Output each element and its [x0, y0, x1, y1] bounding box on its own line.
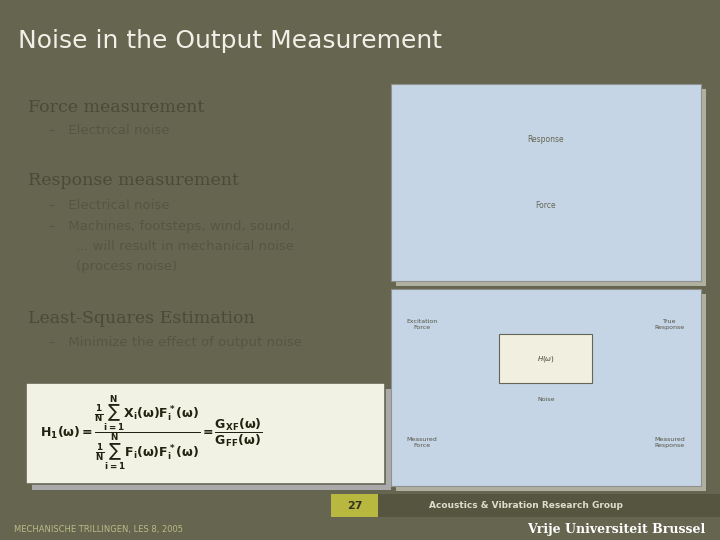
- Text: (process noise): (process noise): [76, 260, 177, 273]
- Text: –   Electrical noise: – Electrical noise: [49, 199, 170, 212]
- Bar: [331, 494, 720, 517]
- Text: Vrije Universiteit Brussel: Vrije Universiteit Brussel: [527, 523, 706, 536]
- Bar: [331, 494, 378, 517]
- Bar: [26, 383, 385, 484]
- Text: Force: Force: [536, 201, 556, 211]
- Text: –   Minimize the effect of output noise: – Minimize the effect of output noise: [49, 336, 302, 349]
- Text: 27: 27: [347, 501, 363, 511]
- Text: $H(\omega)$: $H(\omega)$: [536, 354, 554, 364]
- Text: –   Electrical noise: – Electrical noise: [49, 124, 170, 137]
- Bar: [395, 294, 706, 491]
- Text: Least-Squares Estimation: Least-Squares Estimation: [28, 310, 255, 327]
- Text: Force measurement: Force measurement: [28, 99, 204, 116]
- Text: Noise in the Output Measurement: Noise in the Output Measurement: [18, 29, 442, 53]
- Bar: [391, 84, 701, 281]
- Text: $\mathbf{H_1(\omega) = \dfrac{\frac{1}{N}\sum_{i=1}^{N} X_i(\omega)F_i^*(\omega): $\mathbf{H_1(\omega) = \dfrac{\frac{1}{N…: [40, 394, 263, 473]
- Text: True
Response: True Response: [654, 319, 685, 330]
- Bar: [499, 334, 593, 383]
- Text: Measured
Response: Measured Response: [654, 437, 685, 448]
- Bar: [32, 389, 391, 490]
- Text: –   Machines, footsteps, wind, sound,: – Machines, footsteps, wind, sound,: [49, 220, 294, 233]
- Bar: [391, 289, 701, 486]
- Text: Response measurement: Response measurement: [28, 172, 239, 189]
- Text: Measured
Force: Measured Force: [406, 437, 437, 448]
- Text: ... will result in mechanical noise: ... will result in mechanical noise: [76, 240, 294, 253]
- Text: Noise: Noise: [537, 397, 554, 402]
- Text: Acoustics & Vibration Research Group: Acoustics & Vibration Research Group: [428, 501, 623, 510]
- Text: Excitation
Force: Excitation Force: [406, 319, 437, 330]
- Text: Response: Response: [528, 134, 564, 144]
- Bar: [395, 89, 706, 286]
- Text: MECHANISCHE TRILLINGEN, LES 8, 2005: MECHANISCHE TRILLINGEN, LES 8, 2005: [14, 525, 184, 535]
